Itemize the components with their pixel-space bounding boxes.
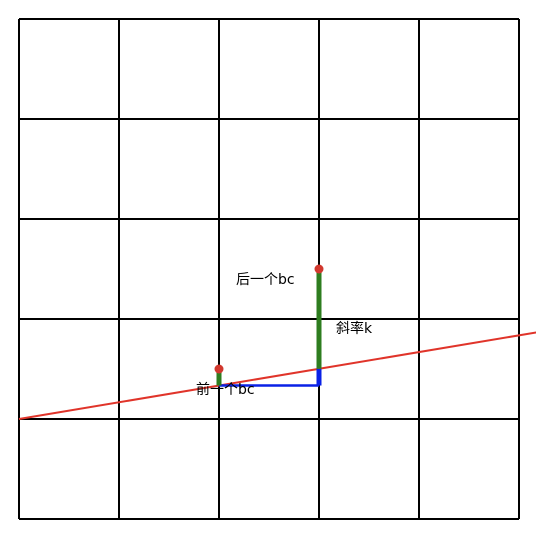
red-line: [18, 331, 536, 420]
next-bc-dot: [314, 264, 324, 274]
grid: [18, 18, 520, 520]
next-bc-label: 后一个bc: [236, 272, 295, 288]
slope-label: 斜率k: [336, 320, 373, 337]
prev-bc-dot: [214, 364, 224, 374]
prev-bc-label: 前一个bc: [196, 381, 255, 398]
